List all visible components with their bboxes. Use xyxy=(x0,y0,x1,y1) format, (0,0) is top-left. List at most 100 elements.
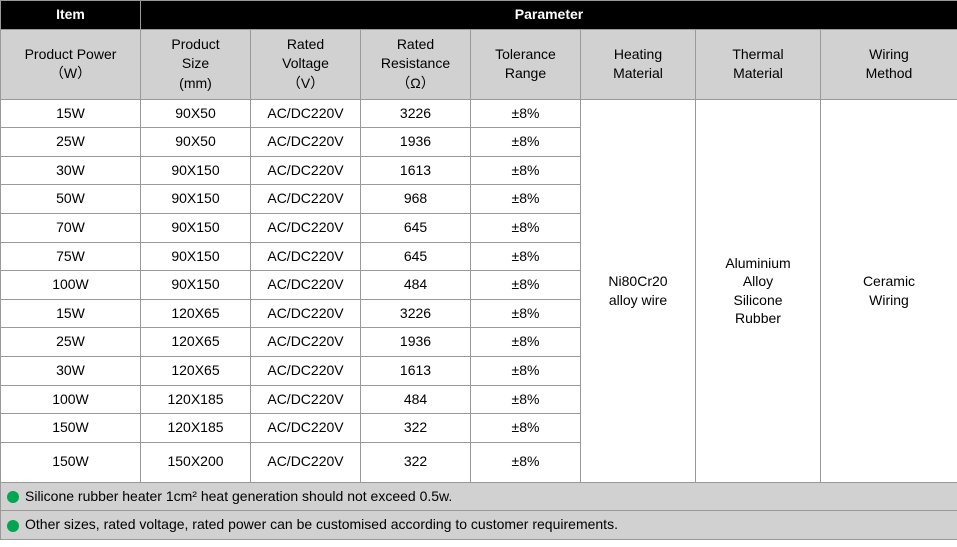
col-label: Material xyxy=(613,65,663,81)
bullet-icon xyxy=(7,491,19,503)
table-row: Silicone rubber heater 1cm² heat generat… xyxy=(1,482,957,511)
cell-power: 30W xyxy=(1,156,141,185)
cell-tolerance: ±8% xyxy=(471,328,581,357)
col-label: Range xyxy=(505,65,546,81)
cell-size: 90X150 xyxy=(141,185,251,214)
cell-size: 120X65 xyxy=(141,328,251,357)
col-label: Product Power xyxy=(25,46,117,62)
cell-power: 25W xyxy=(1,328,141,357)
table-row: Item Parameter xyxy=(1,1,957,30)
col-label: Thermal xyxy=(732,46,783,62)
spec-table: Item Parameter Product Power （W） Product… xyxy=(0,0,957,540)
cell-voltage: AC/DC220V xyxy=(251,442,361,482)
cell-resistance: 322 xyxy=(361,414,471,443)
cell-resistance: 484 xyxy=(361,271,471,300)
note-cell: Silicone rubber heater 1cm² heat generat… xyxy=(1,482,957,511)
cell-tolerance: ±8% xyxy=(471,156,581,185)
cell-tolerance: ±8% xyxy=(471,356,581,385)
col-label: Voltage xyxy=(282,55,329,71)
cell-power: 150W xyxy=(1,442,141,482)
col-label: （V） xyxy=(287,75,324,91)
cell-tolerance: ±8% xyxy=(471,442,581,482)
cell-voltage: AC/DC220V xyxy=(251,99,361,128)
col-label: Product xyxy=(171,36,219,52)
cell-voltage: AC/DC220V xyxy=(251,128,361,157)
col-label: Rated xyxy=(397,36,434,52)
col-power: Product Power （W） xyxy=(1,29,141,99)
cell-size: 120X185 xyxy=(141,414,251,443)
cell-wiring-method: Ceramic Wiring xyxy=(821,99,957,482)
col-label: （W） xyxy=(50,65,91,81)
cell-size: 90X150 xyxy=(141,242,251,271)
col-label: Resistance xyxy=(381,55,450,71)
cell-size: 90X50 xyxy=(141,128,251,157)
cell-power: 150W xyxy=(1,414,141,443)
cell-tolerance: ±8% xyxy=(471,213,581,242)
col-label: Wiring xyxy=(869,46,909,62)
table-row: Product Power （W） Product Size (mm) Rate… xyxy=(1,29,957,99)
header-parameter: Parameter xyxy=(141,1,957,30)
col-heating: Heating Material xyxy=(581,29,696,99)
cell-voltage: AC/DC220V xyxy=(251,156,361,185)
cell-thermal-material: Aluminium Alloy Silicone Rubber xyxy=(696,99,821,482)
table-row: Other sizes, rated voltage, rated power … xyxy=(1,511,957,540)
cell-text: Rubber xyxy=(735,310,781,326)
cell-voltage: AC/DC220V xyxy=(251,385,361,414)
col-label: Method xyxy=(866,65,913,81)
note-text: Other sizes, rated voltage, rated power … xyxy=(25,516,618,532)
col-size: Product Size (mm) xyxy=(141,29,251,99)
cell-size: 90X150 xyxy=(141,213,251,242)
cell-voltage: AC/DC220V xyxy=(251,299,361,328)
bullet-icon xyxy=(7,520,19,532)
cell-size: 90X50 xyxy=(141,99,251,128)
cell-power: 25W xyxy=(1,128,141,157)
note-text: Silicone rubber heater 1cm² heat generat… xyxy=(25,488,452,504)
cell-power: 15W xyxy=(1,99,141,128)
cell-size: 120X65 xyxy=(141,299,251,328)
cell-resistance: 1613 xyxy=(361,356,471,385)
cell-text: Ceramic xyxy=(863,273,915,289)
col-wiring: Wiring Method xyxy=(821,29,957,99)
note-cell: Other sizes, rated voltage, rated power … xyxy=(1,511,957,540)
col-resistance: Rated Resistance （Ω） xyxy=(361,29,471,99)
cell-resistance: 645 xyxy=(361,213,471,242)
cell-tolerance: ±8% xyxy=(471,385,581,414)
cell-text: Silicone xyxy=(733,292,782,308)
cell-power: 30W xyxy=(1,356,141,385)
col-voltage: Rated Voltage （V） xyxy=(251,29,361,99)
cell-voltage: AC/DC220V xyxy=(251,242,361,271)
col-tolerance: Tolerance Range xyxy=(471,29,581,99)
cell-power: 100W xyxy=(1,271,141,300)
cell-text: alloy wire xyxy=(609,292,667,308)
cell-power: 100W xyxy=(1,385,141,414)
cell-text: Wiring xyxy=(869,292,909,308)
cell-resistance: 645 xyxy=(361,242,471,271)
cell-resistance: 3226 xyxy=(361,99,471,128)
cell-power: 15W xyxy=(1,299,141,328)
col-label: Size xyxy=(182,55,209,71)
col-label: Rated xyxy=(287,36,324,52)
cell-voltage: AC/DC220V xyxy=(251,213,361,242)
cell-size: 90X150 xyxy=(141,156,251,185)
cell-text: Alloy xyxy=(743,273,773,289)
cell-resistance: 1613 xyxy=(361,156,471,185)
cell-size: 120X65 xyxy=(141,356,251,385)
cell-tolerance: ±8% xyxy=(471,414,581,443)
cell-resistance: 1936 xyxy=(361,128,471,157)
cell-heating-material: Ni80Cr20 alloy wire xyxy=(581,99,696,482)
col-label: Heating xyxy=(614,46,662,62)
cell-voltage: AC/DC220V xyxy=(251,328,361,357)
cell-tolerance: ±8% xyxy=(471,185,581,214)
cell-resistance: 484 xyxy=(361,385,471,414)
cell-power: 50W xyxy=(1,185,141,214)
cell-resistance: 322 xyxy=(361,442,471,482)
col-label: （Ω） xyxy=(396,75,434,91)
cell-resistance: 3226 xyxy=(361,299,471,328)
cell-power: 70W xyxy=(1,213,141,242)
cell-tolerance: ±8% xyxy=(471,299,581,328)
col-thermal: Thermal Material xyxy=(696,29,821,99)
cell-text: Ni80Cr20 xyxy=(608,273,667,289)
cell-size: 120X185 xyxy=(141,385,251,414)
col-label: (mm) xyxy=(179,75,212,91)
header-item: Item xyxy=(1,1,141,30)
